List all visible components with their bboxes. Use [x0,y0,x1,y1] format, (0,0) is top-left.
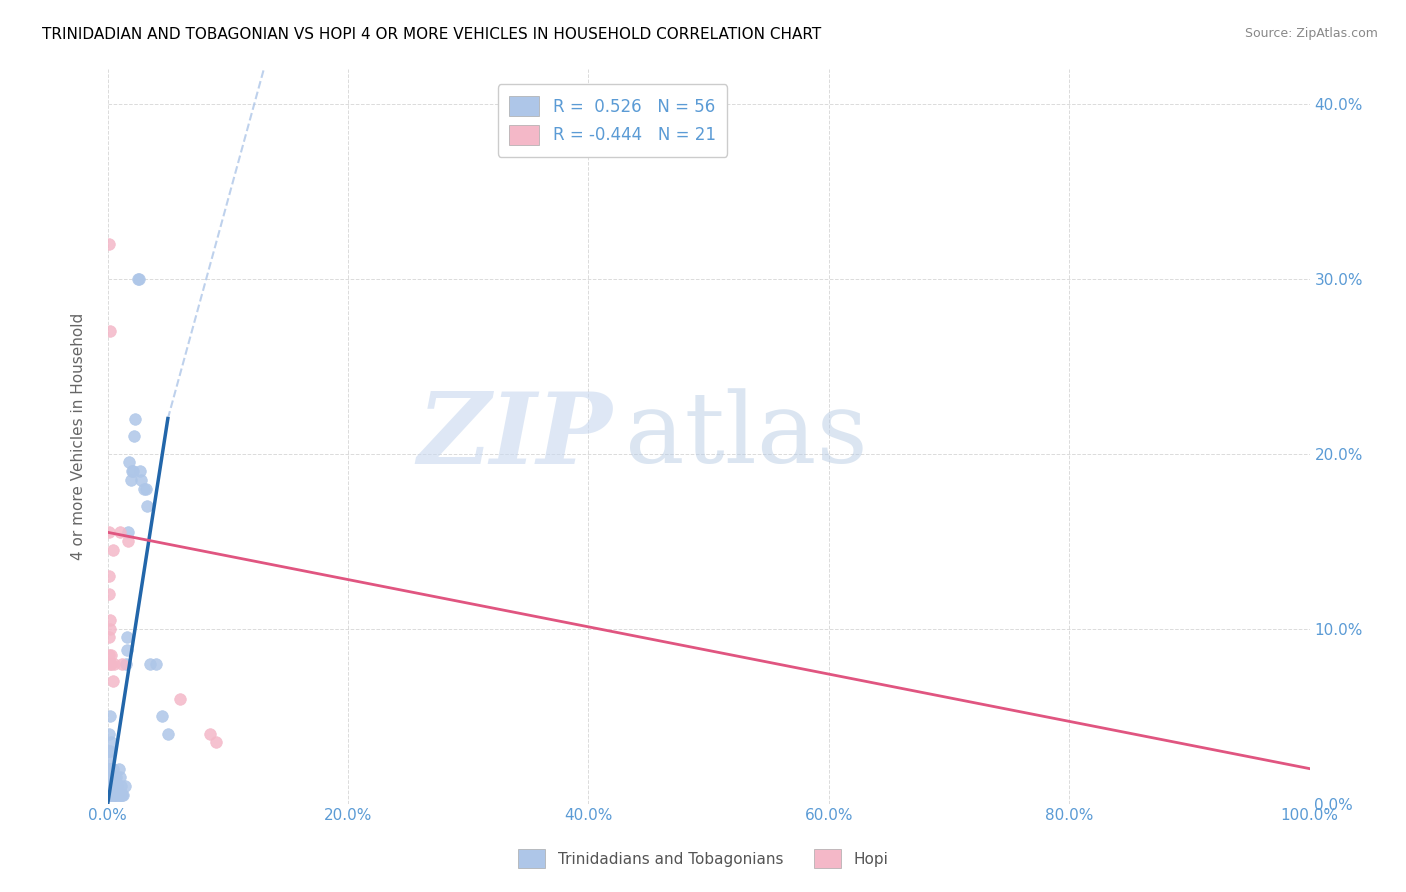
Point [198,726,221,740]
Point [115,642,138,657]
Text: TRINIDADIAN AND TOBAGONIAN VS HOPI 4 OR MORE VEHICLES IN HOUSEHOLD CORRELATION C: TRINIDADIAN AND TOBAGONIAN VS HOPI 4 OR … [42,27,821,42]
Point [108,770,131,784]
Point [98,762,121,776]
Point [150,709,173,723]
Point [104,779,127,793]
Point [100,770,122,784]
Point [100,657,122,671]
Point [115,631,138,645]
Point [105,788,128,802]
Point [110,788,132,802]
Text: atlas: atlas [624,388,868,484]
Point [111,657,134,671]
Point [98,324,121,338]
Point [127,271,149,285]
Point [98,762,121,776]
Point [122,429,145,443]
Point [131,473,153,487]
Point [100,648,122,662]
Point [124,411,146,425]
Point [98,236,121,251]
Legend: Trinidadians and Tobagonians, Hopi: Trinidadians and Tobagonians, Hopi [510,841,896,875]
Point [98,779,121,793]
Point [101,788,124,802]
Point [98,709,121,723]
Point [98,770,121,784]
Point [98,744,121,758]
Point [122,464,145,478]
Y-axis label: 4 or more Vehicles in Household: 4 or more Vehicles in Household [72,312,86,559]
Point [121,464,143,478]
Point [101,542,124,557]
Point [100,735,122,749]
Point [101,762,124,776]
Point [98,586,121,600]
Point [107,788,129,802]
Point [135,482,157,496]
Point [98,744,121,758]
Point [98,525,121,540]
Point [98,753,121,767]
Point [114,657,136,671]
Point [98,657,121,671]
Point [114,779,136,793]
Point [98,622,121,636]
Point [136,499,159,513]
Point [98,779,121,793]
Point [101,779,124,793]
Point [120,473,142,487]
Point [117,534,139,549]
Point [101,674,124,689]
Point [205,735,228,749]
Point [98,726,121,740]
Point [105,770,128,784]
Point [156,726,179,740]
Point [132,482,155,496]
Text: ZIP: ZIP [418,388,613,484]
Point [98,788,121,802]
Point [98,631,121,645]
Point [105,779,128,793]
Point [98,569,121,583]
Point [105,788,128,802]
Point [108,788,131,802]
Point [139,657,162,671]
Point [98,648,121,662]
Point [117,525,139,540]
Point [128,271,150,285]
Point [111,788,134,802]
Point [98,613,121,627]
Legend: R =  0.526   N = 56, R = -0.444   N = 21: R = 0.526 N = 56, R = -0.444 N = 21 [498,84,727,156]
Point [103,788,125,802]
Point [103,770,125,784]
Point [107,762,129,776]
Point [108,525,131,540]
Point [110,779,132,793]
Point [104,788,127,802]
Point [98,788,121,802]
Point [118,455,141,469]
Point [112,788,135,802]
Point [169,691,191,706]
Point [103,657,125,671]
Point [129,464,152,478]
Text: Source: ZipAtlas.com: Source: ZipAtlas.com [1244,27,1378,40]
Point [145,657,167,671]
Point [100,788,122,802]
